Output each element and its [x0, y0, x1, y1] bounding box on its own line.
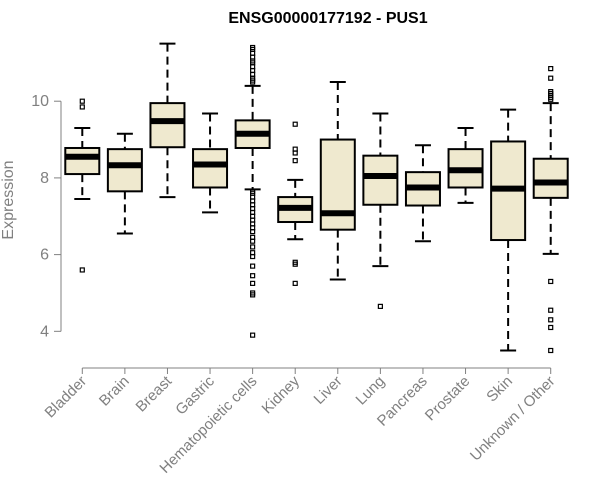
box-kidney	[277, 121, 314, 286]
outlier-point	[548, 347, 554, 354]
outlier-point	[79, 104, 85, 110]
y-axis: 4 6 8 10	[31, 93, 62, 340]
y-tick-label: 6	[40, 247, 49, 264]
x-tick-label: Kidney	[259, 372, 304, 417]
box-hematopoietic-cells	[234, 44, 271, 338]
x-tick-label: Skin	[483, 373, 516, 406]
x-tick-label: Bladder	[42, 373, 91, 422]
box-body	[64, 146, 101, 176]
outlier-point	[79, 267, 85, 273]
x-tick-label: Lung	[353, 373, 389, 409]
outlier-point	[292, 158, 298, 164]
outlier-point	[548, 89, 554, 95]
chart-title: ENSG00000177192 - PUS1	[228, 10, 427, 27]
box-lung	[362, 112, 399, 309]
y-tick-label: 4	[40, 323, 49, 340]
x-tick-label: Breast	[133, 372, 176, 415]
x-tick-label: Brain	[96, 373, 133, 410]
box-unknown-other	[532, 65, 569, 354]
box-pancreas	[404, 144, 441, 243]
outlier-point	[292, 259, 298, 265]
outlier-point	[548, 278, 554, 285]
box-body	[192, 148, 229, 189]
outlier-point	[250, 188, 256, 194]
y-axis-label: Expression	[0, 160, 17, 239]
outlier-point	[377, 303, 383, 309]
outlier-point	[79, 98, 85, 104]
box-body	[362, 154, 399, 206]
outlier-point	[548, 75, 554, 81]
box-skin	[490, 108, 527, 352]
box-gastric	[192, 112, 229, 214]
outlier-point	[250, 250, 256, 256]
outlier-point	[292, 280, 298, 286]
outlier-point	[250, 44, 256, 51]
outlier-point	[250, 273, 256, 279]
y-tick-label: 8	[40, 170, 49, 187]
outlier-point	[548, 307, 554, 313]
outlier-point	[548, 324, 554, 331]
outlier-point	[250, 332, 256, 338]
outlier-point	[250, 290, 256, 296]
outlier-point	[292, 146, 298, 152]
boxes	[64, 42, 569, 354]
outlier-point	[250, 280, 256, 286]
x-tick-label: Liver	[311, 373, 346, 408]
x-tick-label: Prostate	[422, 373, 474, 425]
box-body	[532, 157, 569, 199]
outlier-point	[250, 234, 256, 240]
outlier-point	[250, 244, 256, 250]
box-breast	[149, 42, 186, 199]
outlier-point	[250, 263, 256, 269]
outlier-point	[292, 121, 298, 127]
box-body	[149, 102, 186, 149]
box-liver	[319, 81, 356, 281]
outlier-point	[548, 317, 554, 323]
outlier-point	[548, 65, 554, 72]
box-prostate	[447, 127, 484, 204]
box-bladder	[64, 98, 101, 273]
box-brain	[106, 132, 143, 235]
box-body	[106, 148, 143, 193]
y-tick-label: 10	[31, 93, 49, 110]
